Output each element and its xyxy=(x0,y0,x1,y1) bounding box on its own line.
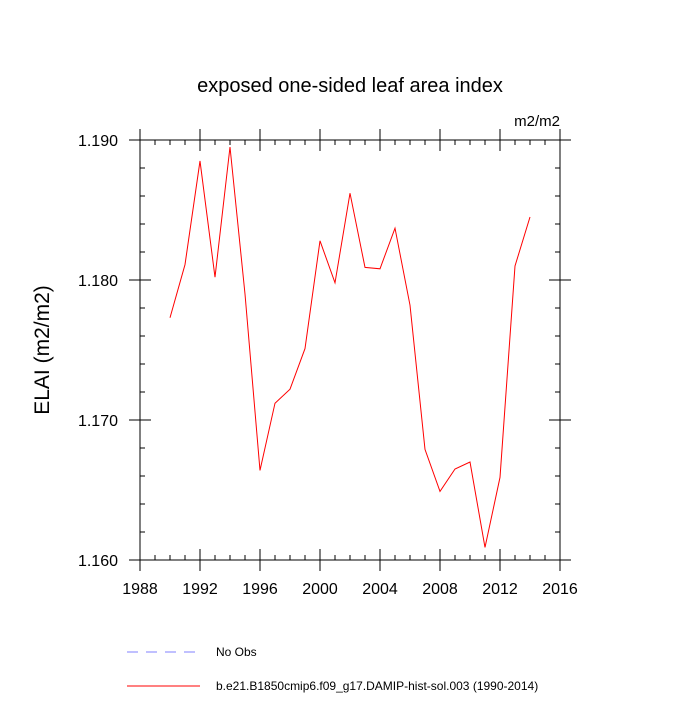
legend-label-model: b.e21.B1850cmip6.f09_g17.DAMIP-hist-sol.… xyxy=(216,679,538,693)
legend-label-no-obs: No Obs xyxy=(216,645,257,659)
y-tick-labels: 1.160 1.170 1.180 1.190 xyxy=(78,133,118,570)
x-tick-label: 2016 xyxy=(542,581,578,598)
x-tick-labels: 1988 1992 1996 2000 2004 2008 2012 2016 xyxy=(122,581,578,598)
series-layer xyxy=(169,146,531,548)
x-tick-label: 1996 xyxy=(242,581,278,598)
x-tick-label: 1988 xyxy=(122,581,158,598)
y-tick-label: 1.170 xyxy=(78,413,118,430)
minor-ticks xyxy=(140,140,560,560)
y-axis-label: ELAI (m2/m2) xyxy=(31,285,54,415)
y-tick-label: 1.180 xyxy=(78,273,118,290)
y-tick-label: 1.190 xyxy=(78,133,118,150)
y-tick-label: 1.160 xyxy=(78,553,118,570)
legend: No Obs b.e21.B1850cmip6.f09_g17.DAMIP-hi… xyxy=(127,645,538,693)
chart-title: exposed one-sided leaf area index xyxy=(197,75,503,97)
series-line-1 xyxy=(169,146,531,548)
x-tick-label: 2012 xyxy=(482,581,518,598)
units-label: m2/m2 xyxy=(514,113,560,130)
x-tick-label: 2000 xyxy=(302,581,338,598)
plot-frame xyxy=(139,139,561,561)
x-tick-label: 2008 xyxy=(422,581,458,598)
x-tick-label: 1992 xyxy=(182,581,218,598)
x-tick-label: 2004 xyxy=(362,581,398,598)
